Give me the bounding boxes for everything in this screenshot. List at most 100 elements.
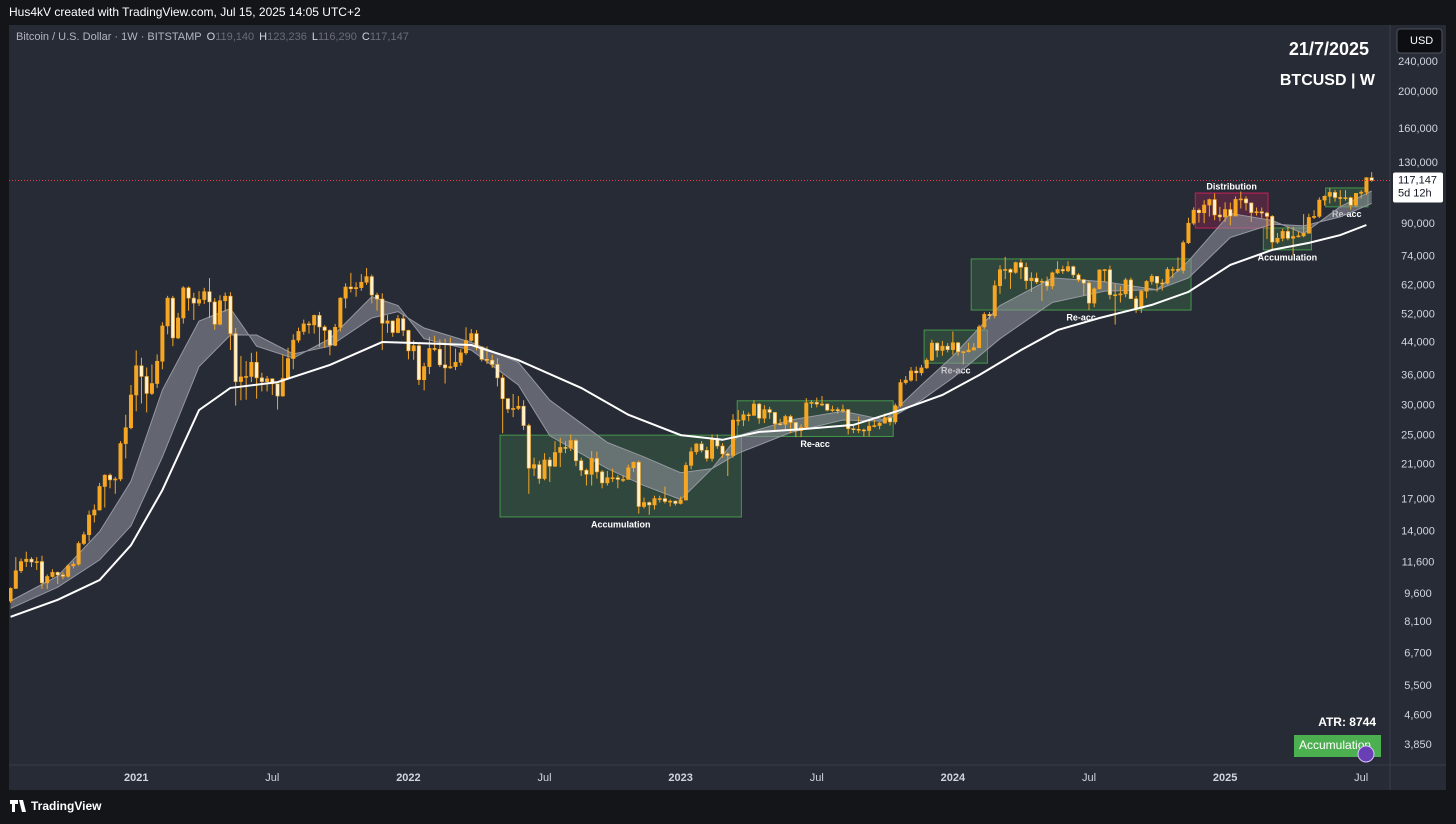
candle-body [139, 365, 144, 377]
candle-body [1149, 276, 1154, 282]
candle-body [165, 297, 170, 327]
candle-body [474, 333, 479, 348]
candle-body [1312, 216, 1317, 218]
candle-body [176, 317, 181, 339]
candle-body [469, 333, 474, 341]
candle-body [1327, 192, 1332, 197]
candle-body [1029, 277, 1034, 281]
candle-body [1233, 199, 1238, 217]
candle-body [160, 325, 165, 362]
candle-body [825, 403, 830, 411]
candle-body [961, 351, 966, 353]
ohlc-value: 117,147 [369, 31, 409, 43]
candle-body [453, 362, 458, 367]
currency-button[interactable] [1396, 28, 1443, 54]
y-tick-label: 130,000 [1398, 157, 1438, 169]
candle-body [118, 443, 123, 480]
candle-body [50, 572, 55, 577]
candle-body [338, 297, 343, 328]
candle-body [102, 474, 107, 487]
candle-body [1228, 209, 1233, 217]
x-tick-label: Jul [810, 772, 824, 784]
y-tick-label: 17,000 [1401, 493, 1435, 505]
candle-body [867, 425, 872, 431]
candle-body [1081, 279, 1086, 284]
candle-body [1296, 235, 1301, 238]
candle-body [982, 314, 987, 328]
candle-body [495, 364, 500, 379]
candle-body [1280, 231, 1285, 239]
candle-body [81, 534, 86, 544]
candle-body [238, 376, 243, 382]
candle-body [1322, 195, 1327, 201]
candle-body [1223, 209, 1228, 218]
candle-body [1196, 209, 1201, 214]
y-tick-label: 3,850 [1404, 739, 1432, 751]
candle-body [390, 320, 395, 333]
candle-body [563, 447, 568, 449]
candle-body [66, 565, 71, 577]
candle-body [375, 294, 380, 300]
candle-body [29, 558, 34, 563]
candle-body [1024, 266, 1029, 281]
candle-body [259, 377, 264, 382]
zone-label: Accumulation [591, 519, 651, 529]
candle-body [767, 409, 772, 413]
candle-body [1348, 197, 1353, 206]
candle-body [1097, 269, 1102, 290]
candle-body [317, 315, 322, 328]
candle-body [835, 409, 840, 411]
candle-body [401, 318, 406, 331]
candle-body [207, 291, 212, 303]
candle-body [364, 276, 369, 283]
candle-body [605, 477, 610, 484]
candle-body [662, 498, 667, 502]
y-tick-label: 6,700 [1404, 647, 1432, 659]
average-line [10, 224, 1367, 618]
candle-body [1003, 269, 1008, 271]
band-fill [10, 190, 1372, 609]
candle-body [1264, 212, 1269, 217]
candle-body [369, 276, 374, 296]
candle-body [443, 364, 448, 369]
candle-body [71, 563, 76, 567]
candle-body [683, 465, 688, 501]
candle-body [725, 453, 730, 456]
candle-body [348, 286, 353, 289]
currency[interactable]: USD [1410, 35, 1433, 47]
y-tick-label: 200,000 [1398, 86, 1438, 98]
candle-body [652, 498, 657, 506]
last-price-box [1393, 172, 1443, 203]
ohlc-key: C [361, 31, 370, 43]
candle-body [1118, 293, 1123, 296]
candle-body [228, 295, 233, 334]
candle-body [924, 359, 929, 369]
candle-body [908, 370, 913, 381]
candle-body [1212, 199, 1217, 216]
candle-body [97, 486, 102, 511]
candle-body [144, 376, 149, 394]
alert-icon[interactable] [1357, 745, 1375, 763]
candle-body [1186, 222, 1191, 244]
candle-body [212, 301, 217, 325]
candle-body [385, 320, 390, 324]
candle-body [301, 323, 306, 332]
candle-body [406, 330, 411, 352]
candle-body [327, 330, 332, 346]
candle-body [1175, 269, 1180, 271]
candle-body [233, 333, 238, 382]
countdown: 5d 12h [1398, 187, 1432, 199]
y-tick-label: 240,000 [1398, 56, 1438, 68]
candle-body [191, 297, 196, 304]
candle-body [1045, 280, 1050, 287]
candle-body [537, 464, 542, 479]
candle-body [333, 326, 338, 346]
candle-body [600, 471, 605, 484]
candle-body [296, 331, 301, 341]
candle-body [757, 403, 762, 419]
candle-body [202, 291, 207, 300]
candle-body [249, 362, 254, 377]
candle-body [783, 416, 788, 425]
candle-body [872, 425, 877, 427]
